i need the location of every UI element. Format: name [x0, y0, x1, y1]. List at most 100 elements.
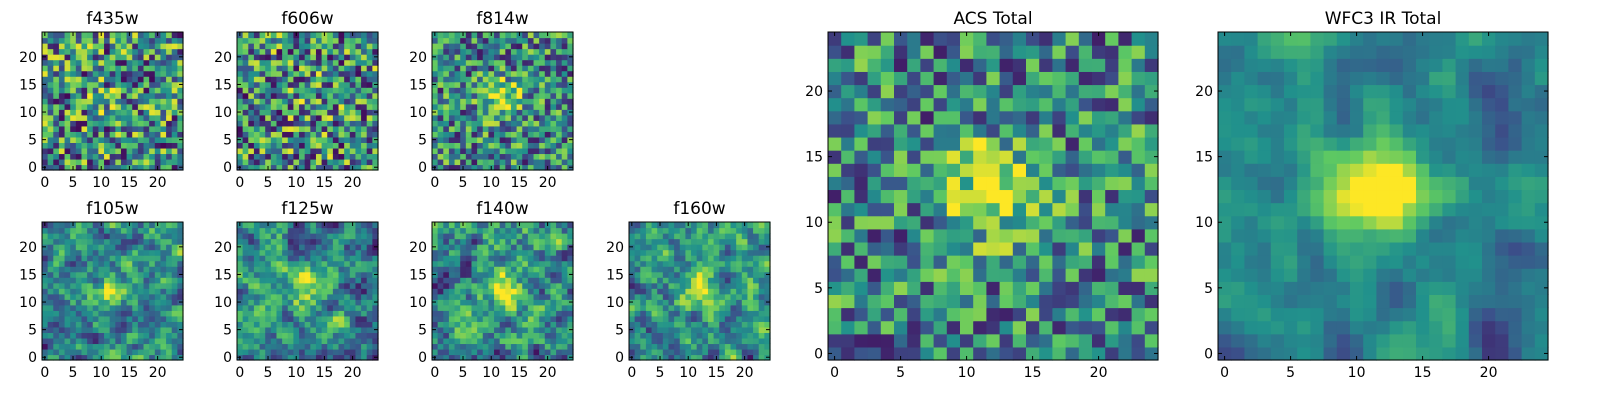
heatmap-cell [510, 32, 518, 39]
heatmap-cell [432, 238, 439, 245]
heatmap-cell [143, 92, 150, 99]
heatmap-cell [327, 164, 334, 171]
heatmap-cell [634, 321, 641, 328]
heatmap-cell [685, 249, 692, 256]
heatmap-cell [109, 332, 116, 339]
heatmap-cell [920, 346, 935, 361]
heatmap-cell [327, 59, 334, 66]
heatmap-cell [160, 249, 167, 256]
heatmap-cell [454, 282, 461, 289]
heatmap-cell [287, 354, 294, 361]
heatmap-cell [645, 282, 653, 289]
heatmap-cell [293, 282, 300, 289]
heatmap-cell [109, 249, 116, 256]
heatmap-cell [437, 92, 444, 99]
heatmap-cell [92, 158, 99, 166]
heatmap-cell [499, 282, 506, 289]
heatmap-cell [171, 114, 178, 121]
heatmap-cell [465, 81, 473, 88]
heatmap-cell [741, 282, 749, 289]
heatmap-cell [349, 282, 357, 289]
heatmap-cell [332, 153, 340, 160]
heatmap-cell [841, 163, 855, 177]
heatmap-cell [270, 54, 278, 61]
heatmap-cell [293, 81, 300, 88]
heatmap-cell [242, 114, 249, 121]
heatmap-cell [242, 59, 249, 66]
heatmap-cell [651, 310, 658, 317]
heatmap-cell [556, 299, 563, 306]
heatmap-cell [527, 131, 535, 138]
heatmap-cell [304, 125, 311, 132]
heatmap-cell [126, 332, 133, 339]
heatmap-cell [1012, 150, 1027, 164]
heatmap-cell [276, 244, 283, 251]
heatmap-cell [42, 304, 49, 311]
heatmap-cell [47, 48, 54, 55]
heatmap-cell [685, 343, 692, 350]
heatmap-cell [120, 304, 128, 311]
heatmap-cell [567, 153, 574, 160]
heatmap-cell [299, 98, 306, 105]
heatmap-cell [1012, 281, 1027, 295]
heatmap-cell [539, 321, 546, 328]
heatmap-cell [1012, 346, 1027, 361]
heatmap-cell [465, 76, 473, 83]
heatmap-cell [304, 222, 311, 229]
heatmap-cell [753, 304, 760, 311]
heatmap-cell [488, 304, 495, 311]
heatmap-cell [304, 249, 311, 256]
heatmap-cell [248, 304, 255, 311]
heatmap-cell [471, 48, 478, 55]
heatmap-cell [372, 92, 379, 99]
y-tick-label: 20 [409, 50, 427, 66]
heatmap-cell [104, 125, 111, 132]
heatmap-cell [53, 227, 60, 234]
heatmap-cell [270, 249, 278, 256]
heatmap-cell [242, 249, 249, 256]
heatmap-cell [1092, 281, 1106, 295]
heatmap-cell [287, 70, 294, 77]
heatmap-cell [115, 288, 122, 295]
heatmap-cell [758, 299, 765, 306]
heatmap-cell [75, 114, 83, 121]
heatmap-cell [70, 43, 77, 50]
heatmap-cell [160, 81, 167, 88]
heatmap-cell [556, 32, 563, 39]
heatmap-cell [556, 48, 563, 55]
heatmap-cell [132, 288, 139, 295]
heatmap-cell [443, 260, 450, 267]
heatmap-cell [522, 277, 529, 284]
heatmap-cell [527, 59, 535, 66]
heatmap-cell [460, 249, 467, 256]
heatmap-cell [259, 131, 266, 138]
heatmap-cell [42, 337, 49, 345]
heatmap-cell [668, 277, 675, 284]
heatmap-cell [730, 348, 737, 356]
heatmap-cell [696, 310, 703, 317]
heatmap-cell [344, 48, 351, 55]
heatmap-cell [154, 54, 162, 61]
heatmap-cell [651, 222, 658, 229]
heatmap-cell [332, 114, 340, 121]
heatmap-cell [1092, 268, 1106, 282]
heatmap-cell [719, 266, 726, 273]
heatmap-cell [696, 227, 703, 234]
heatmap-cell [299, 332, 306, 339]
heatmap-cell [120, 76, 128, 83]
heatmap-cell [109, 98, 116, 105]
heatmap-cell [482, 282, 489, 289]
heatmap-cell [372, 114, 379, 121]
heatmap-cell [747, 343, 754, 350]
heatmap-cell [505, 244, 512, 251]
heatmap-cell [460, 288, 467, 295]
heatmap-cell [1118, 228, 1133, 243]
heatmap-cell [115, 326, 122, 333]
heatmap-cell [109, 48, 116, 55]
heatmap-cell [361, 153, 368, 160]
heatmap-cell [349, 255, 357, 262]
heatmap-cell [561, 244, 568, 251]
heatmap-cell [270, 288, 278, 295]
heatmap-cell [349, 87, 357, 94]
heatmap-cell [634, 260, 641, 267]
